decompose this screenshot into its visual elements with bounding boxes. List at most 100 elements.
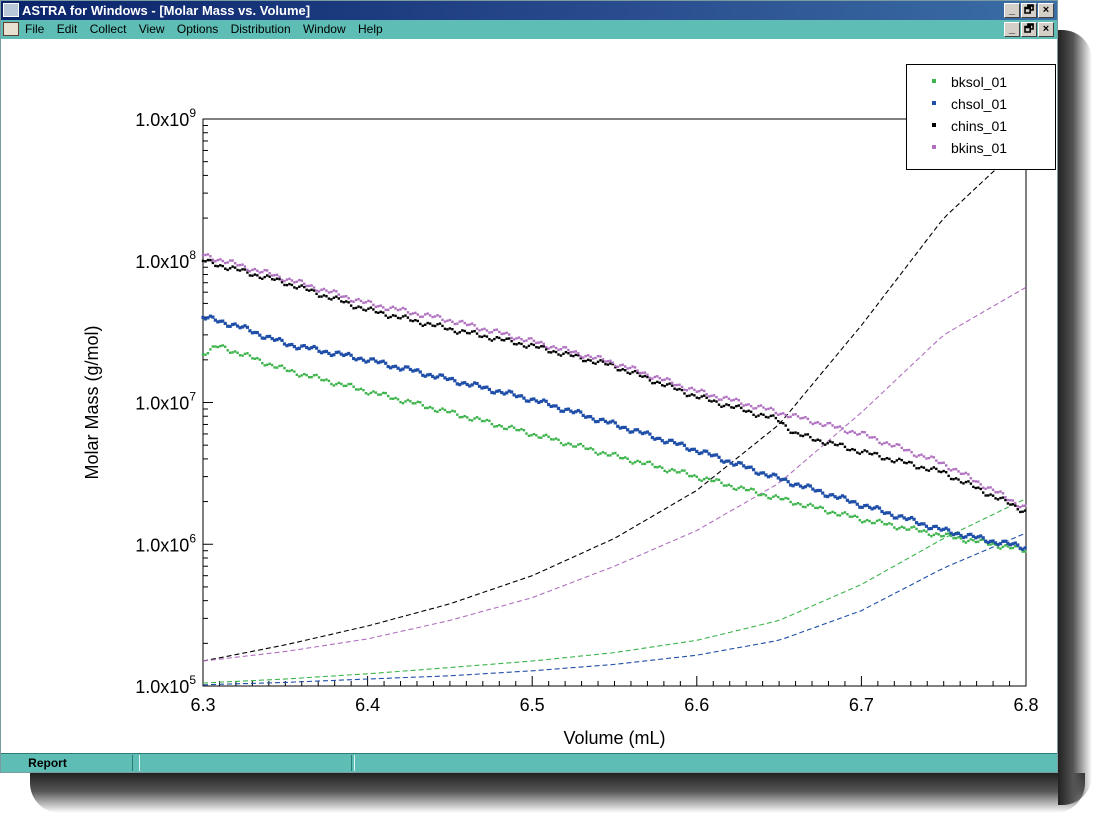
data-point-chsol_01 xyxy=(218,319,222,323)
menu-edit[interactable]: Edit xyxy=(56,22,78,36)
data-point-chsol_01 xyxy=(376,361,380,365)
data-point-bkins_01 xyxy=(241,263,244,266)
data-point-bksol_01 xyxy=(414,402,417,405)
data-point-bksol_01 xyxy=(209,348,212,351)
data-point-chsol_01 xyxy=(327,351,331,356)
menu-file[interactable]: File xyxy=(25,22,45,36)
data-point-chsol_01 xyxy=(776,476,780,480)
data-point-bkins_01 xyxy=(483,327,486,331)
doc-minimize-button[interactable]: _ xyxy=(1004,22,1020,37)
data-point-bksol_01 xyxy=(320,378,323,382)
status-report[interactable]: Report xyxy=(3,755,133,771)
data-point-chsol_01 xyxy=(695,449,699,454)
data-point-bkins_01 xyxy=(875,438,879,441)
data-point-chins_01 xyxy=(384,314,387,317)
data-point-bksol_01 xyxy=(503,427,506,430)
data-point-bksol_01 xyxy=(915,527,918,531)
menu-window[interactable]: Window xyxy=(302,22,346,36)
data-point-chsol_01 xyxy=(764,473,768,477)
data-point-bksol_01 xyxy=(920,530,923,533)
legend-item-bksol: bksol_01 xyxy=(907,73,1055,91)
menu-options[interactable]: Options xyxy=(176,22,219,36)
data-point-bkins_01 xyxy=(740,402,743,405)
data-point-chins_01 xyxy=(241,268,244,271)
data-point-chsol_01 xyxy=(739,461,743,465)
data-point-bkins_01 xyxy=(712,394,716,397)
data-point-chins_01 xyxy=(964,480,968,484)
data-point-chins_01 xyxy=(594,362,597,365)
data-point-bkins_01 xyxy=(1023,504,1027,507)
data-point-bksol_01 xyxy=(347,382,350,386)
data-point-bkins_01 xyxy=(678,383,681,386)
data-point-bkins_01 xyxy=(507,333,511,336)
data-point-chsol_01 xyxy=(712,453,716,457)
data-point-chsol_01 xyxy=(1006,541,1010,545)
data-point-chins_01 xyxy=(352,307,355,310)
data-point-chins_01 xyxy=(712,399,716,402)
menu-distribution[interactable]: Distribution xyxy=(230,22,291,36)
document-icon[interactable] xyxy=(3,22,19,36)
data-point-bksol_01 xyxy=(515,428,518,432)
doc-restore-button[interactable]: 🗗 xyxy=(1021,22,1037,37)
data-point-bksol_01 xyxy=(406,398,410,402)
data-point-chsol_01 xyxy=(314,346,319,350)
status-bar: Report xyxy=(1,753,1057,772)
data-point-chins_01 xyxy=(544,348,548,351)
data-point-bkins_01 xyxy=(569,350,573,354)
data-point-bkins_01 xyxy=(700,388,703,392)
data-point-chsol_01 xyxy=(250,331,254,335)
data-point-chins_01 xyxy=(517,342,521,345)
data-point-bksol_01 xyxy=(833,511,837,515)
minimize-button[interactable]: _ xyxy=(1004,3,1020,18)
data-point-chsol_01 xyxy=(606,421,610,425)
data-point-chsol_01 xyxy=(747,465,751,469)
doc-close-button[interactable]: × xyxy=(1038,22,1054,37)
data-point-chsol_01 xyxy=(379,360,383,364)
data-point-chsol_01 xyxy=(653,437,657,441)
data-point-bksol_01 xyxy=(722,484,726,487)
close-button[interactable]: × xyxy=(1038,3,1054,18)
restore-button[interactable]: 🗗 xyxy=(1021,3,1037,18)
data-point-bksol_01 xyxy=(944,532,948,536)
data-point-chins_01 xyxy=(569,354,573,357)
data-point-bksol_01 xyxy=(619,456,622,460)
data-point-bksol_01 xyxy=(248,354,252,357)
data-point-chsol_01 xyxy=(386,364,390,369)
data-point-bksol_01 xyxy=(727,483,731,487)
data-point-bksol_01 xyxy=(293,370,296,373)
data-point-chins_01 xyxy=(757,414,760,417)
title-bar[interactable]: ASTRA for Windows - [Molar Mass vs. Volu… xyxy=(1,1,1057,20)
y-axis-label: Molar Mass (g/mol) xyxy=(82,325,102,479)
menu-help[interactable]: Help xyxy=(358,22,383,36)
data-point-bkins_01 xyxy=(616,365,619,369)
data-point-bksol_01 xyxy=(337,381,340,385)
data-point-bksol_01 xyxy=(367,393,370,396)
menu-collect[interactable]: Collect xyxy=(89,22,127,36)
data-point-bkins_01 xyxy=(604,360,607,363)
data-point-bksol_01 xyxy=(544,433,548,437)
data-point-bksol_01 xyxy=(895,528,898,531)
data-point-chsol_01 xyxy=(317,349,321,353)
data-point-bksol_01 xyxy=(283,366,286,370)
data-point-chsol_01 xyxy=(593,420,598,424)
data-point-bkins_01 xyxy=(727,397,731,400)
menu-view[interactable]: View xyxy=(138,22,165,36)
data-point-chsol_01 xyxy=(919,522,924,526)
data-point-chins_01 xyxy=(214,264,217,268)
data-point-chsol_01 xyxy=(1016,543,1020,547)
data-point-bksol_01 xyxy=(547,435,550,439)
data-point-bkins_01 xyxy=(357,297,360,301)
data-point-chins_01 xyxy=(461,329,464,332)
y-tick-label: 1.0x107 xyxy=(135,390,196,414)
data-point-chins_01 xyxy=(221,264,224,268)
data-point-chsol_01 xyxy=(265,334,269,339)
data-point-bkins_01 xyxy=(895,443,898,446)
window-shadow-right xyxy=(1058,30,1092,805)
data-point-chins_01 xyxy=(737,404,740,407)
data-point-chsol_01 xyxy=(374,359,378,363)
data-point-bkins_01 xyxy=(1016,505,1019,508)
data-point-bksol_01 xyxy=(735,488,738,491)
data-point-bksol_01 xyxy=(438,408,442,412)
astra-app-icon[interactable] xyxy=(3,3,19,17)
data-point-bkins_01 xyxy=(643,371,647,374)
